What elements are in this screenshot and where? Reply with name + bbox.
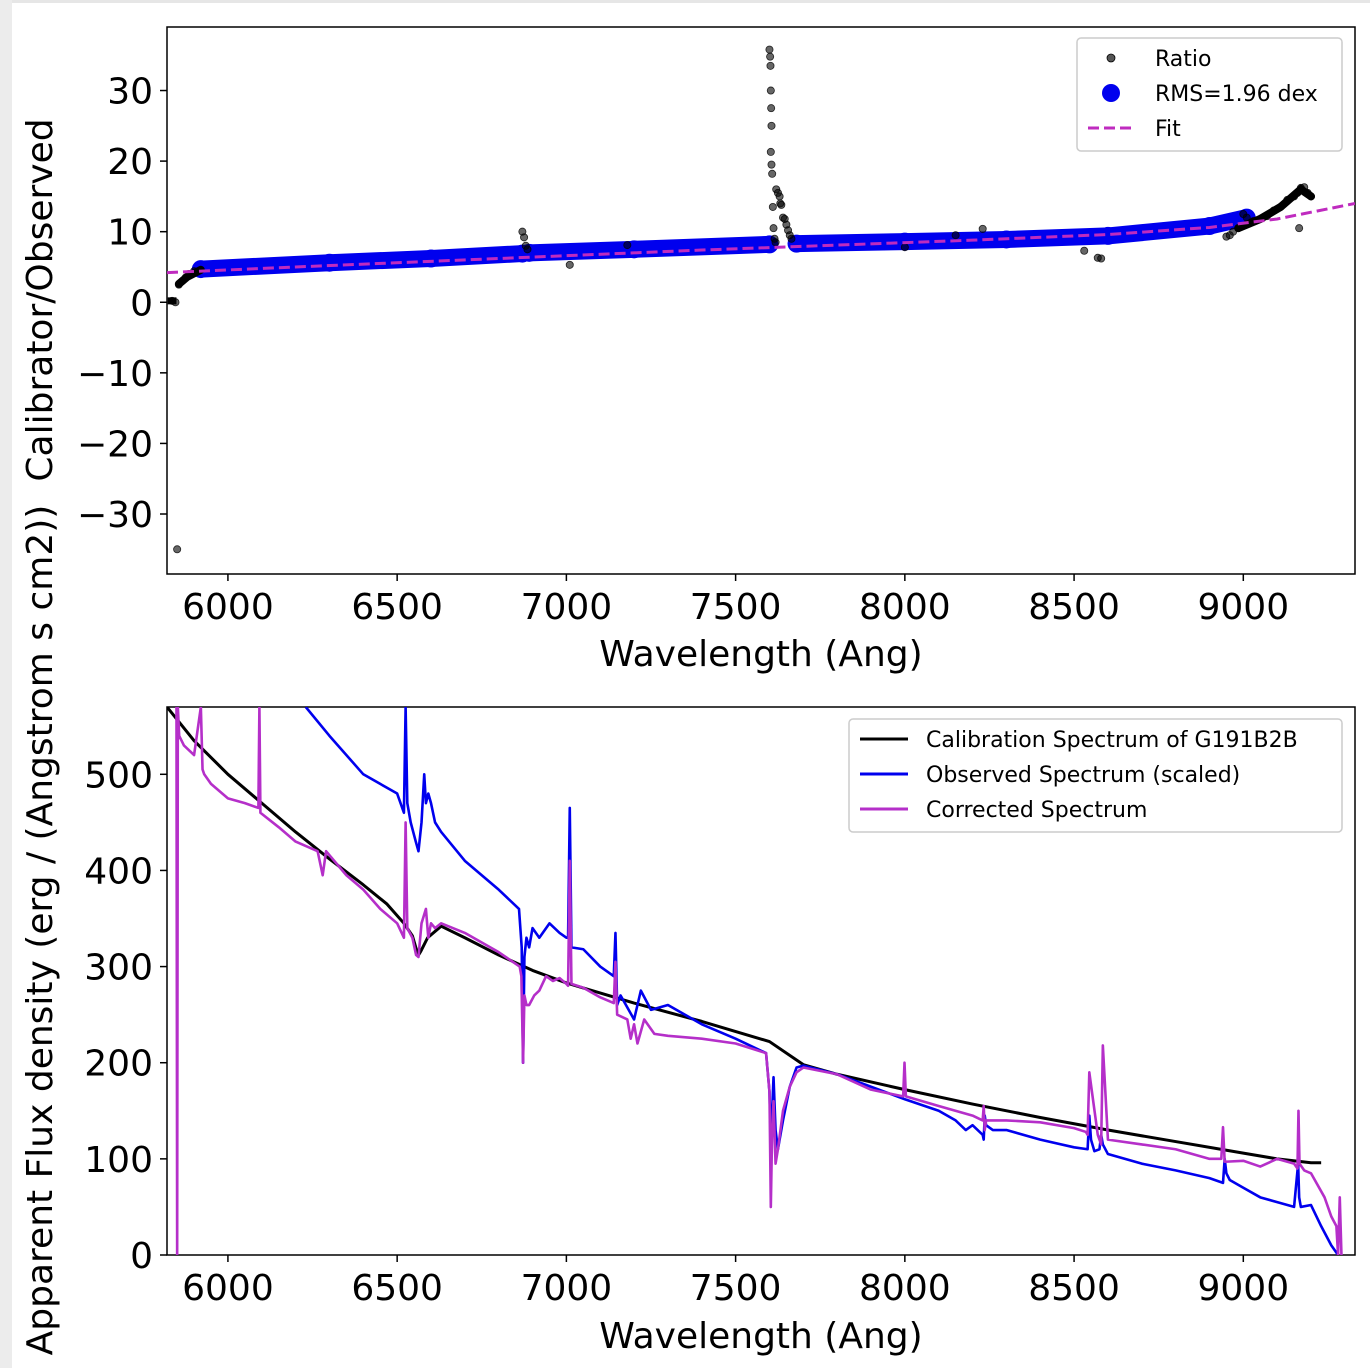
legend-label-corrected: Corrected Spectrum xyxy=(926,798,1147,823)
y-tick-label: 0 xyxy=(130,1236,153,1277)
y-tick-label: 100 xyxy=(84,1140,153,1181)
x-tick-label: 9000 xyxy=(1197,1268,1289,1309)
ratio-point xyxy=(900,243,909,252)
y-tick-label: 10 xyxy=(107,213,153,254)
ratio-point xyxy=(767,121,776,130)
y-tick-label: 200 xyxy=(84,1044,153,1085)
x-axis-label: Wavelength (Ang) xyxy=(599,634,922,675)
ratio-point xyxy=(978,224,987,233)
ratio-point xyxy=(1276,202,1285,211)
ratio-point xyxy=(1307,192,1316,201)
ratio-point xyxy=(623,241,632,250)
x-tick-label: 7500 xyxy=(690,1268,782,1309)
x-tick-label: 8000 xyxy=(859,587,951,628)
window-left-strip xyxy=(0,0,12,1368)
y-axis-label: Calibrator/Observed xyxy=(20,118,61,481)
ratio-point xyxy=(777,200,786,209)
ratio-point xyxy=(766,61,775,70)
rms-point xyxy=(1098,226,1117,245)
ratio-point xyxy=(1097,254,1106,263)
window-top-strip xyxy=(0,0,1370,3)
y-tick-label: 500 xyxy=(84,755,153,796)
y-tick-label: −10 xyxy=(77,354,153,395)
x-tick-label: 8500 xyxy=(1028,587,1120,628)
x-tick-label: 7000 xyxy=(521,1268,613,1309)
ratio-point xyxy=(1234,224,1243,233)
y-tick-label: −30 xyxy=(77,495,153,536)
x-tick-label: 6500 xyxy=(351,1268,443,1309)
legend-marker-ratio xyxy=(1106,53,1116,63)
ratio-point xyxy=(766,86,775,95)
y-tick-label: 30 xyxy=(107,72,153,113)
ratio-point xyxy=(523,245,532,254)
legend-marker-rms xyxy=(1102,84,1120,102)
y-tick-label: 20 xyxy=(107,142,153,183)
x-tick-label: 6000 xyxy=(182,587,274,628)
ratio-point xyxy=(767,104,776,113)
ratio-point xyxy=(171,298,180,307)
y-tick-label: 0 xyxy=(130,283,153,324)
ratio-point xyxy=(173,545,182,554)
rms-point xyxy=(422,249,440,268)
x-tick-label: 8000 xyxy=(859,1268,951,1309)
plot-frame-1 xyxy=(166,706,1356,1256)
ratio-point xyxy=(769,224,778,233)
legend-label-observed: Observed Spectrum (scaled) xyxy=(926,763,1240,788)
y-tick-label: −20 xyxy=(77,424,153,465)
corrected-spectrum-line xyxy=(175,707,1343,1255)
ratio-point xyxy=(1242,213,1251,222)
y-axis-label: Apparent Flux density (erg / (Angstrom s… xyxy=(20,505,61,1356)
rms-point-band xyxy=(192,245,531,278)
legend-box xyxy=(1076,37,1343,152)
x-tick-label: 6500 xyxy=(351,587,443,628)
x-tick-label: 8500 xyxy=(1028,1268,1120,1309)
legend-box xyxy=(848,718,1343,833)
legend-label-fit: Fit xyxy=(1155,117,1181,142)
ratio-point xyxy=(1283,195,1292,204)
ratio-point xyxy=(766,147,775,156)
legend-label-calibration: Calibration Spectrum of G191B2B xyxy=(926,728,1298,753)
ratio-point xyxy=(1080,246,1089,255)
x-axis-label: Wavelength (Ang) xyxy=(599,1316,922,1357)
legend-label-ratio: Ratio xyxy=(1155,47,1211,72)
ratio-point xyxy=(775,192,784,201)
x-tick-label: 7500 xyxy=(690,587,782,628)
y-tick-label: 300 xyxy=(84,948,153,989)
legend-label-rms: RMS=1.96 dex xyxy=(1155,82,1318,107)
y-tick-label: 400 xyxy=(84,851,153,892)
ratio-point xyxy=(768,169,777,178)
plot-area-spectra xyxy=(167,707,1343,1255)
ratio-point xyxy=(565,260,574,269)
ratio-point xyxy=(1269,206,1278,215)
plot-frame-0 xyxy=(166,26,1356,575)
x-tick-label: 9000 xyxy=(1197,587,1289,628)
ratio-point xyxy=(951,231,960,240)
ratio-point xyxy=(767,160,776,169)
x-tick-label: 7000 xyxy=(521,587,613,628)
rms-point xyxy=(320,253,339,272)
ratio-point xyxy=(787,234,796,243)
x-tick-label: 6000 xyxy=(182,1268,274,1309)
ratio-point xyxy=(520,233,529,242)
ratio-point xyxy=(1263,212,1272,221)
ratio-point xyxy=(1295,224,1304,233)
ratio-point xyxy=(765,45,774,54)
plot-area-ratio xyxy=(167,45,1355,554)
ratio-point xyxy=(771,238,780,247)
fit-line xyxy=(167,201,1355,275)
ratio-point xyxy=(768,202,777,211)
ratio-point xyxy=(766,52,775,61)
